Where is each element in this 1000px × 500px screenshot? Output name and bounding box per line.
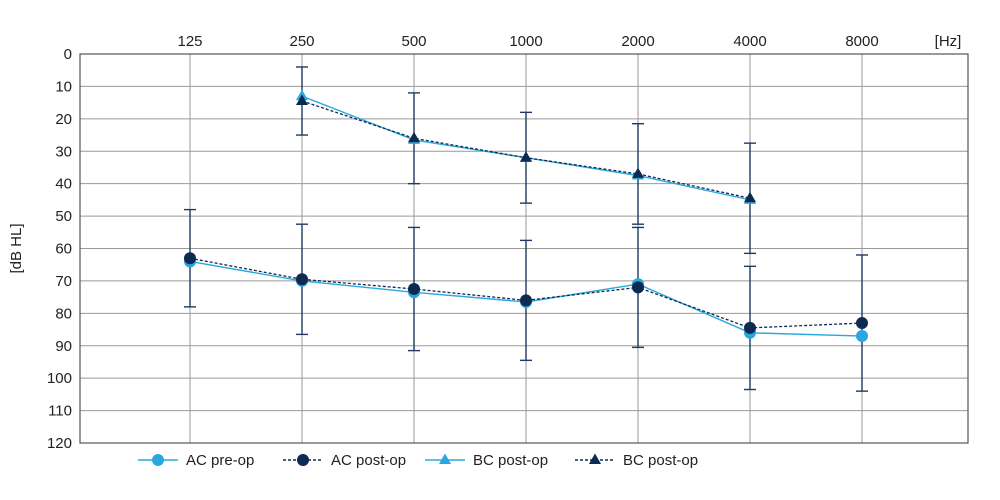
legend-label: BC post-op <box>623 452 698 469</box>
data-point <box>856 330 868 343</box>
y-tick-label: 0 <box>64 46 72 63</box>
y-tick-label: 120 <box>47 435 72 452</box>
data-point <box>588 453 602 464</box>
legend-label: AC post-op <box>331 452 406 469</box>
y-tick-label: 40 <box>55 176 72 193</box>
data-point <box>152 454 164 466</box>
plot-frame <box>79 53 969 444</box>
y-tick-label: 70 <box>55 273 72 290</box>
x-tick-label: 8000 <box>845 33 878 50</box>
y-axis-label: [dB HL] <box>8 223 25 273</box>
series-markers <box>184 89 868 343</box>
x-tick-label: 500 <box>401 33 426 50</box>
data-point <box>297 454 309 466</box>
x-tick-label: 4000 <box>733 33 766 50</box>
data-point <box>407 131 421 143</box>
x-axis-ticks: 125 250 500 1000 2000 4000 8000 <box>177 33 878 50</box>
y-tick-label: 30 <box>55 143 72 160</box>
x-tick-label: 2000 <box>621 33 654 50</box>
x-tick-label: 1000 <box>509 33 542 50</box>
y-tick-label: 90 <box>55 338 72 355</box>
data-point <box>295 94 309 105</box>
data-point <box>520 294 532 307</box>
y-axis-ticks: 0 10 20 30 40 50 60 70 80 90 100 110 120 <box>47 46 72 452</box>
y-tick-label: 110 <box>48 403 72 420</box>
legend-label: AC pre-op <box>186 452 254 469</box>
legend: AC pre-op AC post-op BC post-op BC post-op <box>138 452 698 469</box>
data-point <box>519 151 533 162</box>
data-point <box>744 321 756 334</box>
x-axis-unit: [Hz] <box>935 33 962 50</box>
data-point <box>631 167 645 178</box>
data-point <box>184 252 196 265</box>
data-point <box>743 191 757 203</box>
y-tick-label: 80 <box>55 305 72 322</box>
y-tick-label: 100 <box>47 370 72 387</box>
y-tick-label: 60 <box>55 241 72 258</box>
legend-label: BC post-op <box>473 452 548 469</box>
data-point <box>632 281 644 294</box>
data-point <box>408 283 420 296</box>
y-tick-label: 10 <box>55 78 72 95</box>
y-tick-label: 50 <box>55 208 72 225</box>
x-tick-label: 125 <box>177 33 202 50</box>
data-point <box>856 317 868 330</box>
data-point <box>296 273 308 286</box>
data-point <box>438 453 452 464</box>
x-tick-label: 250 <box>289 33 314 50</box>
y-tick-label: 20 <box>55 111 72 128</box>
